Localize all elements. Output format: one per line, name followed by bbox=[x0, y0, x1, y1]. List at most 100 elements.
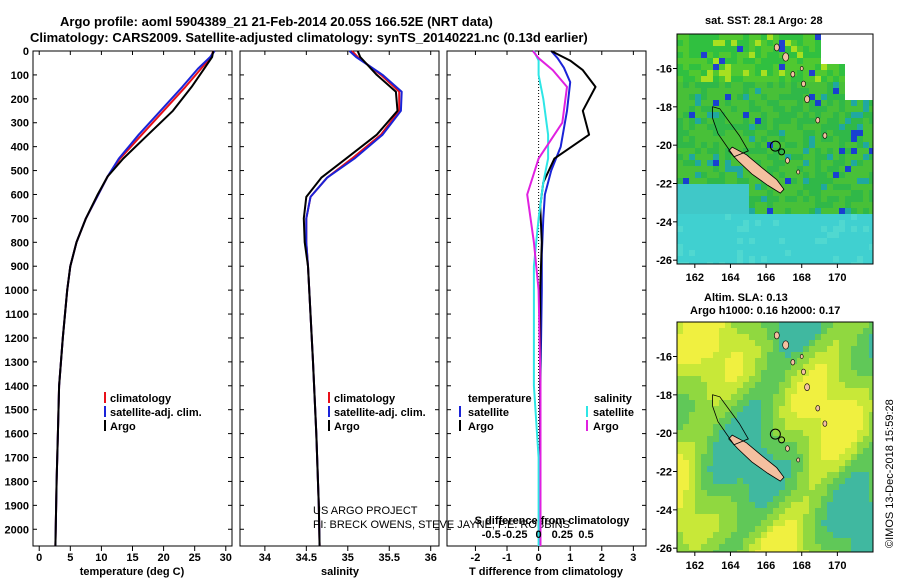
map-cell bbox=[719, 178, 725, 184]
map-cell bbox=[797, 244, 803, 250]
map-cell bbox=[701, 226, 707, 232]
map-cell bbox=[851, 190, 857, 196]
map-cell bbox=[815, 46, 821, 52]
map-cell bbox=[857, 478, 863, 484]
map-cell bbox=[683, 418, 689, 424]
map-cell bbox=[749, 490, 755, 496]
map-cell bbox=[857, 544, 863, 550]
map-cell bbox=[701, 94, 707, 100]
map-cell bbox=[785, 100, 791, 106]
map-cell bbox=[821, 322, 827, 328]
map-cell bbox=[689, 526, 695, 532]
map-cell bbox=[857, 220, 863, 226]
map-cell bbox=[785, 70, 791, 76]
map-cell bbox=[827, 190, 833, 196]
map-cell bbox=[719, 508, 725, 514]
map-cell bbox=[851, 46, 857, 52]
map-cell bbox=[791, 460, 797, 466]
figure-title-line2: Climatology: CARS2009. Satellite-adjuste… bbox=[30, 30, 588, 45]
map-cell bbox=[737, 40, 743, 46]
x-tick-label: 36 bbox=[425, 552, 437, 564]
map-cell bbox=[803, 112, 809, 118]
map-cell bbox=[713, 448, 719, 454]
map-cell bbox=[845, 406, 851, 412]
map-cell bbox=[701, 490, 707, 496]
map-cell bbox=[677, 538, 683, 544]
map-cell bbox=[815, 76, 821, 82]
map-cell bbox=[689, 88, 695, 94]
map-cell bbox=[851, 412, 857, 418]
map-cell bbox=[767, 160, 773, 166]
map-cell bbox=[695, 328, 701, 334]
map-cell bbox=[743, 40, 749, 46]
map-cell bbox=[749, 250, 755, 256]
map-cell bbox=[857, 430, 863, 436]
map-cell bbox=[827, 100, 833, 106]
map-cell bbox=[839, 460, 845, 466]
map-cell bbox=[869, 232, 873, 238]
map-cell bbox=[839, 364, 845, 370]
map-cell bbox=[815, 520, 821, 526]
map-cell bbox=[815, 208, 821, 214]
map-cell bbox=[743, 490, 749, 496]
map-cell bbox=[785, 376, 791, 382]
map-cell bbox=[755, 352, 761, 358]
map-cell bbox=[797, 364, 803, 370]
map-cell bbox=[743, 418, 749, 424]
map-cell bbox=[851, 256, 857, 262]
map-cell bbox=[797, 520, 803, 526]
map-cell bbox=[695, 238, 701, 244]
map-cell bbox=[689, 238, 695, 244]
map-cell bbox=[767, 538, 773, 544]
map-cell bbox=[851, 436, 857, 442]
map-cell bbox=[719, 112, 725, 118]
map-cell bbox=[863, 178, 869, 184]
map-cell bbox=[863, 184, 869, 190]
map-cell bbox=[713, 76, 719, 82]
map-cell bbox=[791, 154, 797, 160]
map-cell bbox=[791, 442, 797, 448]
map-cell bbox=[869, 514, 873, 520]
map-cell bbox=[779, 526, 785, 532]
map-cell bbox=[821, 190, 827, 196]
map-cell bbox=[785, 142, 791, 148]
map-cell bbox=[839, 136, 845, 142]
map-cell bbox=[773, 250, 779, 256]
map-cell bbox=[791, 148, 797, 154]
map-cell bbox=[725, 208, 731, 214]
map-cell bbox=[767, 406, 773, 412]
map-cell bbox=[725, 82, 731, 88]
temperature-series bbox=[54, 50, 216, 547]
map-cell bbox=[713, 118, 719, 124]
map-cell bbox=[689, 142, 695, 148]
map-cell bbox=[833, 184, 839, 190]
map-cell bbox=[677, 100, 683, 106]
map-cell bbox=[737, 106, 743, 112]
map-cell bbox=[719, 70, 725, 76]
map-cell bbox=[857, 34, 863, 40]
map-cell bbox=[713, 352, 719, 358]
map-cell bbox=[731, 352, 737, 358]
map-cell bbox=[857, 388, 863, 394]
map-cell bbox=[695, 358, 701, 364]
map-cell bbox=[677, 406, 683, 412]
map-cell bbox=[755, 262, 761, 264]
map-cell bbox=[839, 100, 845, 106]
map-cell bbox=[833, 496, 839, 502]
map-cell bbox=[743, 472, 749, 478]
map-cell bbox=[713, 430, 719, 436]
map-cell bbox=[791, 262, 797, 264]
map-cell bbox=[803, 430, 809, 436]
map-cell bbox=[809, 226, 815, 232]
map-cell bbox=[707, 532, 713, 538]
map-cell bbox=[683, 130, 689, 136]
map-cell bbox=[821, 538, 827, 544]
map-cell bbox=[779, 202, 785, 208]
map-cell bbox=[803, 436, 809, 442]
map-cell bbox=[689, 130, 695, 136]
map-cell bbox=[797, 334, 803, 340]
map-cell bbox=[695, 244, 701, 250]
map-cell bbox=[821, 148, 827, 154]
map-cell bbox=[737, 490, 743, 496]
map-cell bbox=[695, 346, 701, 352]
